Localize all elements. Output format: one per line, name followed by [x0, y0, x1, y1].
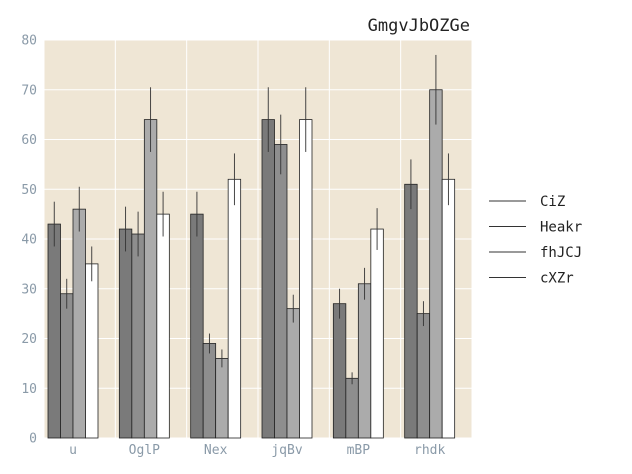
y-tick-label: 0 [29, 432, 37, 447]
bar [345, 377, 359, 439]
x-axis: u OglP Nex jqBv mBP rhdk [69, 443, 445, 458]
y-tick-label: 10 [21, 382, 37, 397]
legend-label: cXZr [540, 271, 574, 287]
bar [274, 144, 288, 439]
bar [72, 208, 86, 439]
grid-lines [43, 39, 473, 439]
x-tick-label: jqBv [271, 443, 302, 458]
legend: CiZ Heakr fhJCJ cXZr [489, 194, 582, 287]
bar [190, 213, 204, 439]
x-tick-label: Nex [204, 443, 228, 458]
bar [118, 228, 133, 439]
y-tick-label: 70 [21, 83, 37, 98]
bar [202, 343, 217, 439]
x-tick-label: OglP [129, 443, 160, 458]
bar [332, 303, 347, 439]
bar [429, 89, 443, 439]
bar [47, 223, 61, 439]
y-tick-label: 50 [21, 183, 37, 198]
bar [131, 233, 145, 439]
bar [156, 213, 170, 439]
bar [404, 183, 418, 439]
bar [227, 178, 242, 439]
bar [286, 308, 300, 439]
y-axis: 0 10 20 30 40 50 60 70 80 [21, 34, 37, 447]
x-tick-label: u [69, 443, 77, 458]
legend-label: Heakr [540, 220, 582, 236]
bar [299, 119, 313, 439]
y-tick-label: 60 [21, 133, 37, 148]
bars [47, 54, 456, 439]
chart-title: GmgvJbOZGe [368, 16, 470, 36]
legend-label: CiZ [540, 194, 565, 210]
bar [85, 263, 99, 439]
y-tick-label: 20 [21, 332, 37, 347]
y-tick-label: 30 [21, 282, 37, 297]
bar [357, 283, 372, 439]
y-tick-label: 80 [21, 34, 37, 49]
x-tick-label: rhdk [414, 443, 445, 458]
y-tick-label: 40 [21, 233, 37, 248]
bar [60, 293, 74, 439]
bar [370, 228, 384, 439]
bar [416, 313, 431, 439]
x-tick-label: mBP [347, 443, 371, 458]
bar [261, 119, 275, 439]
bar [143, 119, 158, 439]
bar [441, 178, 456, 439]
legend-label: fhJCJ [540, 245, 582, 261]
bar [215, 357, 229, 439]
